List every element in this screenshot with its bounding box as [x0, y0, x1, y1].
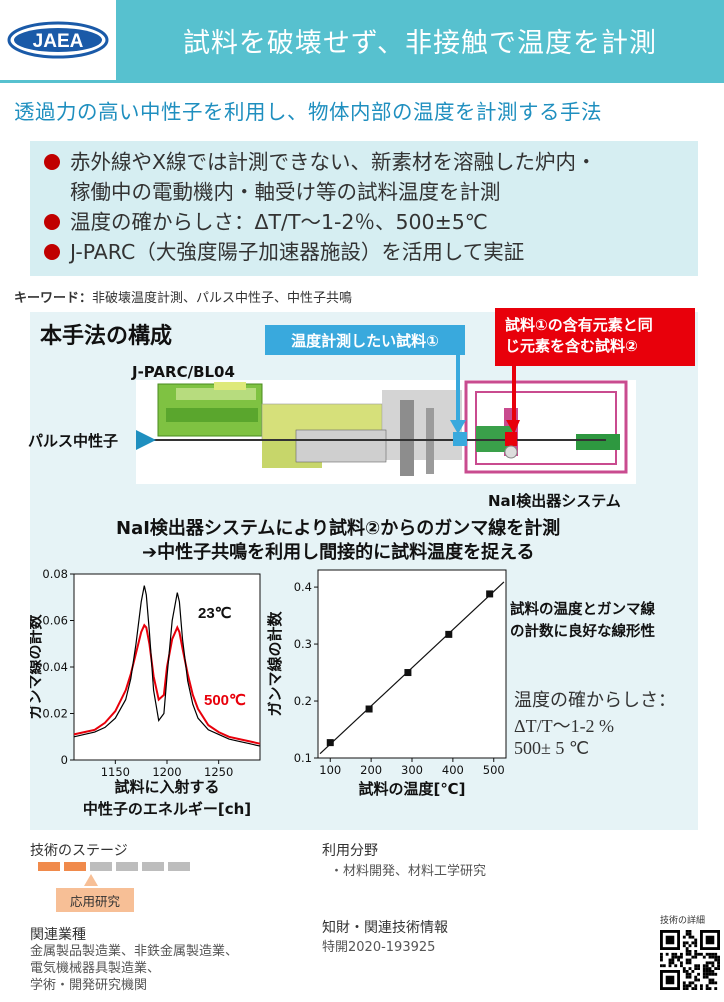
stage-step: [90, 862, 112, 871]
series-line-500c: [73, 623, 261, 745]
accuracy-ratio: ΔT/T〜1-2 %: [514, 716, 615, 736]
method-message-2: ➔中性子共鳴を利用し間接的に試料温度を捉える: [142, 542, 535, 563]
x-tick-label: 100: [319, 763, 341, 777]
stage-label: 応用研究: [56, 888, 134, 912]
stage-pointer-icon: [84, 874, 98, 886]
sample1-marker: [453, 432, 467, 446]
related-industries: 金属製品製造業、非鉄金属製造業、 電気機械器具製造業、 学術・開発研究機関: [30, 944, 239, 993]
logo-area: JAEA: [0, 0, 116, 80]
linearity-note-2: の計数に良好な線形性: [510, 624, 655, 640]
application-field: ・材料開発、材料工学研究: [330, 864, 487, 879]
subtitle-bar: 透過力の高い中性子を利用し、物体内部の温度を計測する手法: [0, 80, 724, 132]
application-field-title: 利用分野: [322, 843, 378, 859]
beamline-diagram: [136, 380, 636, 484]
beamline-label: J-PARC/BL04: [132, 363, 235, 381]
data-point: [326, 739, 334, 747]
y-tick-label: 0.1: [294, 751, 312, 765]
data-point: [365, 705, 373, 713]
bullet-dot-icon: [44, 214, 60, 230]
y-tick-label: 0.08: [42, 567, 68, 581]
logo-text: JAEA: [33, 31, 84, 52]
keywords-text: 非破壊温度計測、パルス中性子、中性子共鳴: [92, 291, 353, 306]
stage-step: [116, 862, 138, 871]
data-point: [445, 630, 453, 638]
bullet-item: 赤外線やX線では計測できない、新素材を溶融した炉内・: [44, 148, 597, 176]
accuracy-temp: 500± 5 ℃: [514, 738, 590, 758]
series-label-500c: 500℃: [204, 692, 246, 709]
pulse-neutron-label: パルス中性子: [28, 432, 119, 450]
x-axis-title-2: 中性子のエネルギー[ch]: [83, 800, 251, 818]
page-title: 試料を破壊せず、非接触で温度を計測: [182, 27, 658, 59]
keywords: キーワード：非破壊温度計測、パルス中性子、中性子共鳴: [14, 287, 352, 306]
y-tick-label: 0.4: [294, 580, 312, 594]
bullet-item: 温度の確からしさ：ΔT/T〜1-2％、500±5℃: [44, 208, 488, 236]
bullet-item: J-PARC（大強度陽子加速器施設）を活用して実証: [44, 238, 524, 266]
linearity-note: 試料の温度とガンマ線: [510, 602, 655, 618]
fit-line: [319, 581, 505, 755]
x-tick-label: 300: [401, 763, 423, 777]
y-tick-label: 0.3: [294, 637, 312, 651]
x-tick-label: 1200: [152, 765, 181, 779]
bullet-dot-icon: [44, 154, 60, 170]
y-axis-title: ガンマ線の計数: [266, 611, 284, 717]
summary-box: 赤外線やX線では計測できない、新素材を溶融した炉内・ 稼働中の電動機内・軸受け等…: [30, 141, 698, 276]
callout-arrows: [450, 354, 520, 434]
jaea-logo: JAEA: [7, 21, 109, 59]
y-tick-label: 0.06: [42, 614, 68, 628]
section-title: 本手法の構成: [40, 324, 173, 349]
data-point: [404, 669, 412, 677]
stage-step: [168, 862, 190, 871]
method-message: NaI検出器システムにより試料②からのガンマ線を計測: [116, 518, 561, 539]
x-axis-title: 試料の温度[℃]: [359, 780, 466, 798]
y-tick-label: 0: [61, 753, 68, 767]
x-tick-label: 1250: [204, 765, 233, 779]
y-tick-label: 0.2: [294, 694, 312, 708]
x-tick-label: 500: [483, 763, 505, 777]
sample2-marker: [505, 432, 517, 446]
y-tick-label: 0.02: [42, 707, 68, 721]
detector-label: NaI検出器システム: [488, 492, 621, 510]
page-subtitle: 透過力の高い中性子を利用し、物体内部の温度を計測する手法: [14, 100, 602, 124]
related-industries-title: 関連業種: [30, 927, 86, 943]
qr-label: 技術の詳細: [660, 916, 706, 926]
y-axis-title: ガンマ線の計数: [30, 614, 44, 720]
qr-code-icon[interactable]: [660, 930, 720, 990]
x-axis-title: 試料に入射する: [114, 778, 219, 796]
accuracy-label: 温度の確からしさ：: [514, 690, 676, 711]
series-line-23c: [73, 585, 261, 747]
callout-sample1: 温度計測したい試料①: [265, 325, 465, 355]
resonance-chart: 00.020.040.060.08 1150 1200 1250 23℃ 500℃ …: [30, 567, 261, 818]
y-tick-label: 0.04: [42, 660, 68, 674]
x-tick-label: 400: [442, 763, 464, 777]
stage-step: [64, 862, 86, 871]
data-point: [486, 590, 494, 598]
callout-sample2: 試料①の含有元素と同 じ元素を含む試料②: [495, 308, 695, 366]
linearity-chart: 0.1 0.2 0.3 0.4 100 200 300 400 500 ガンマ線の計数 試料の…: [266, 569, 507, 798]
bullet-item-continued: 稼働中の電動機内・軸受け等の試料温度を計測: [70, 180, 501, 204]
keywords-label: キーワード：: [14, 291, 93, 306]
stage-step: [142, 862, 164, 871]
stage-step: [38, 862, 60, 871]
bullet-dot-icon: [44, 244, 60, 260]
stage-title: 技術のステージ: [30, 843, 128, 859]
title-bar: 試料を破壊せず、非接触で温度を計測: [116, 0, 724, 80]
patent-number: 特開2020-193925: [322, 940, 436, 955]
x-tick-label: 200: [360, 763, 382, 777]
x-tick-label: 1150: [101, 765, 130, 779]
ip-info-title: 知財・関連技術情報: [322, 920, 448, 936]
series-label-23c: 23℃: [198, 605, 232, 622]
